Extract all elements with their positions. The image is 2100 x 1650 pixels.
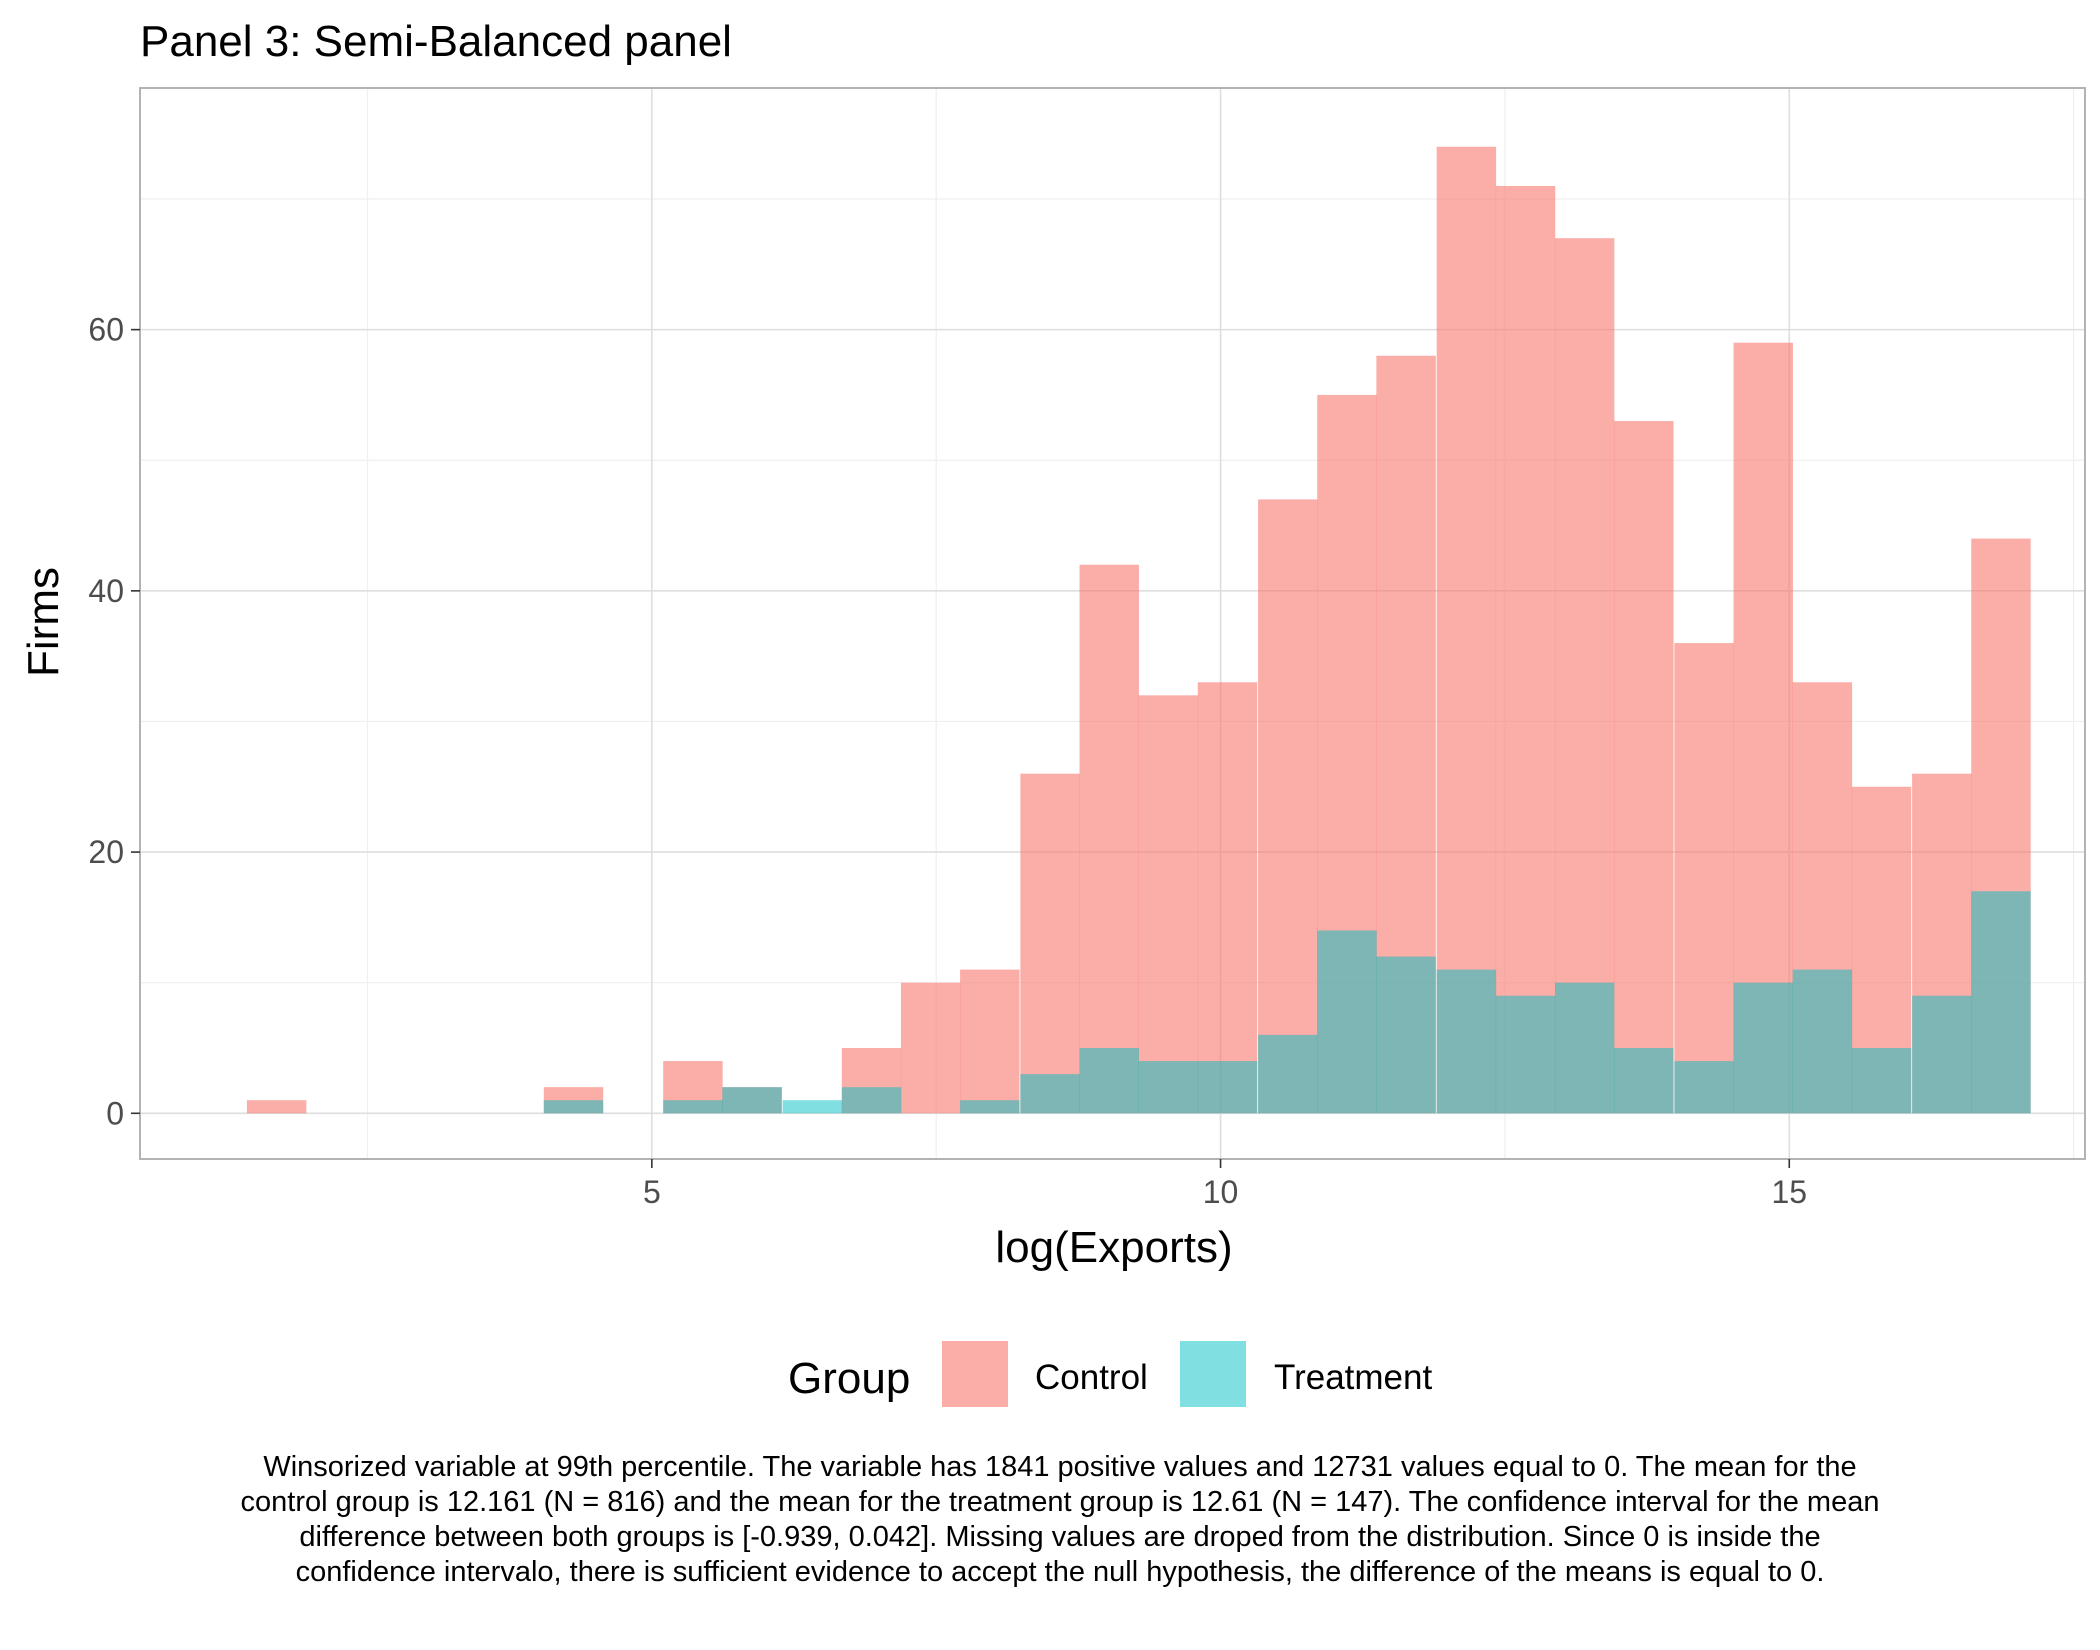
chart-caption: Winsorized variable at 99th percentile. … (240, 1451, 1880, 1588)
bar-treatment (1614, 1047, 1674, 1114)
bar-treatment (960, 1100, 1020, 1114)
bar-treatment (1376, 956, 1436, 1114)
bar-treatment (1971, 891, 2031, 1114)
bar-treatment (1733, 982, 1793, 1114)
bar-treatment (1851, 1047, 1912, 1114)
series-treatment (543, 891, 2031, 1114)
legend-label-control: Control (1035, 1358, 1148, 1397)
series-control (246, 146, 2031, 1114)
bar-control (960, 969, 1020, 1114)
y-tick-label: 0 (106, 1095, 124, 1131)
bar-treatment (1079, 1047, 1139, 1114)
y-axis-title: Firms (19, 567, 68, 677)
bar-control (1614, 421, 1674, 1114)
bar-treatment (1912, 995, 1972, 1114)
x-axis-title: log(Exports) (995, 1223, 1232, 1272)
bar-treatment (841, 1087, 902, 1114)
legend-label-treatment: Treatment (1274, 1358, 1432, 1397)
bar-control (1674, 643, 1734, 1114)
bar-control (1554, 238, 1615, 1114)
bar-control (1436, 146, 1497, 1114)
bar-control (1258, 499, 1318, 1114)
bar-treatment (782, 1100, 843, 1114)
bar-control (1197, 682, 1258, 1114)
bar-treatment (722, 1087, 782, 1114)
bar-treatment (1317, 930, 1377, 1114)
bar-treatment (1197, 1061, 1258, 1114)
bar-treatment (1436, 969, 1497, 1114)
legend: Group Control Treatment (788, 1341, 1432, 1407)
bar-treatment (1138, 1061, 1199, 1114)
bar-treatment (1554, 982, 1615, 1114)
x-tick-label: 5 (643, 1174, 661, 1210)
bar-treatment (1258, 1034, 1318, 1114)
bar-control (246, 1100, 307, 1114)
histogram-bars (246, 146, 2031, 1114)
bar-control (1020, 773, 1080, 1114)
bar-treatment (663, 1100, 723, 1114)
y-tick-label: 60 (88, 312, 124, 348)
x-tick-label: 15 (1771, 1174, 1807, 1210)
bar-control (1079, 564, 1139, 1114)
legend-title: Group (788, 1354, 910, 1403)
legend-key-treatment (1180, 1341, 1246, 1407)
y-tick-label: 20 (88, 834, 124, 870)
plot-panel-border (139, 87, 2086, 1160)
bar-treatment (1792, 969, 1853, 1114)
bar-treatment (543, 1100, 604, 1114)
bar-control (1495, 185, 1556, 1114)
bar-control (900, 982, 961, 1114)
bar-control (1138, 695, 1199, 1114)
y-tick-label: 40 (88, 573, 124, 609)
bar-treatment (1020, 1074, 1080, 1114)
x-tick-label: 10 (1203, 1174, 1239, 1210)
axis-ticks: 5 10 15 0 20 40 60 (88, 312, 1807, 1210)
bar-treatment (1495, 995, 1556, 1114)
chart-title: Panel 3: Semi-Balanced panel (140, 17, 732, 66)
bar-treatment (1674, 1061, 1734, 1114)
legend-key-control (942, 1341, 1008, 1407)
